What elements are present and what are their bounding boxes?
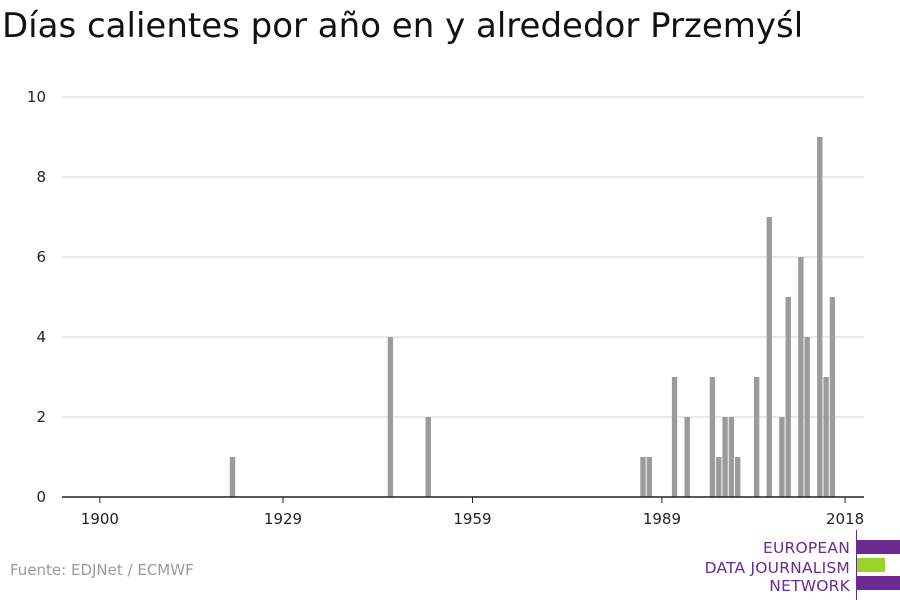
- bar-2008: [779, 417, 785, 497]
- bar-2009: [785, 297, 791, 497]
- y-ticks: 0 2 4 6 8 10: [27, 88, 46, 506]
- bars: [229, 137, 836, 497]
- logo-bar-green: [857, 558, 885, 572]
- bar-1952: [425, 417, 431, 497]
- x-tick-label: 1929: [264, 510, 302, 528]
- bar-2001: [735, 457, 741, 497]
- logo-bar-purple-bottom: [857, 576, 900, 590]
- bar-2012: [804, 337, 810, 497]
- bar-1986: [640, 457, 646, 497]
- logo-line-2: DATA JOURNALISM: [704, 559, 850, 577]
- y-tick-label: 2: [36, 408, 46, 426]
- bar-1993: [684, 417, 690, 497]
- bar-1997: [709, 377, 716, 497]
- source-note: Fuente: EDJNet / ECMWF: [10, 561, 194, 579]
- x-tick-label: 2018: [826, 510, 864, 528]
- y-tick-label: 8: [36, 168, 46, 186]
- bar-1987: [646, 457, 652, 497]
- x-tick-label: 1989: [643, 510, 681, 528]
- logo-separator: [856, 530, 857, 600]
- bar-2014: [817, 137, 823, 497]
- bar-1991: [671, 377, 678, 497]
- bar-2006: [766, 217, 772, 497]
- y-tick-label: 0: [36, 488, 46, 506]
- y-tick-label: 4: [36, 328, 46, 346]
- bar-2015: [823, 377, 829, 497]
- bar-2000: [728, 417, 735, 497]
- x-ticks: 1900 1929 1959 1989 2018: [81, 497, 864, 528]
- bar-1921: [229, 457, 236, 497]
- y-tick-label: 6: [36, 248, 46, 266]
- logo-line-3: NETWORK: [769, 577, 850, 595]
- x-tick-label: 1900: [81, 510, 119, 528]
- bar-2011: [798, 257, 804, 497]
- bar-2016: [829, 297, 836, 497]
- edjnet-logo: EUROPEAN DATA JOURNALISM NETWORK: [700, 530, 900, 600]
- gridlines: [62, 96, 864, 418]
- y-tick-label: 10: [27, 88, 46, 106]
- logo-bar-purple-top: [857, 540, 900, 554]
- x-tick-label: 1959: [453, 510, 491, 528]
- chart-title: Días calientes por año en y alrededor Pr…: [2, 6, 804, 46]
- bar-1946: [387, 337, 394, 497]
- bar-1998: [716, 457, 722, 497]
- bar-1999: [722, 417, 728, 497]
- logo-line-1: EUROPEAN: [762, 539, 850, 557]
- bar-2004: [753, 377, 760, 497]
